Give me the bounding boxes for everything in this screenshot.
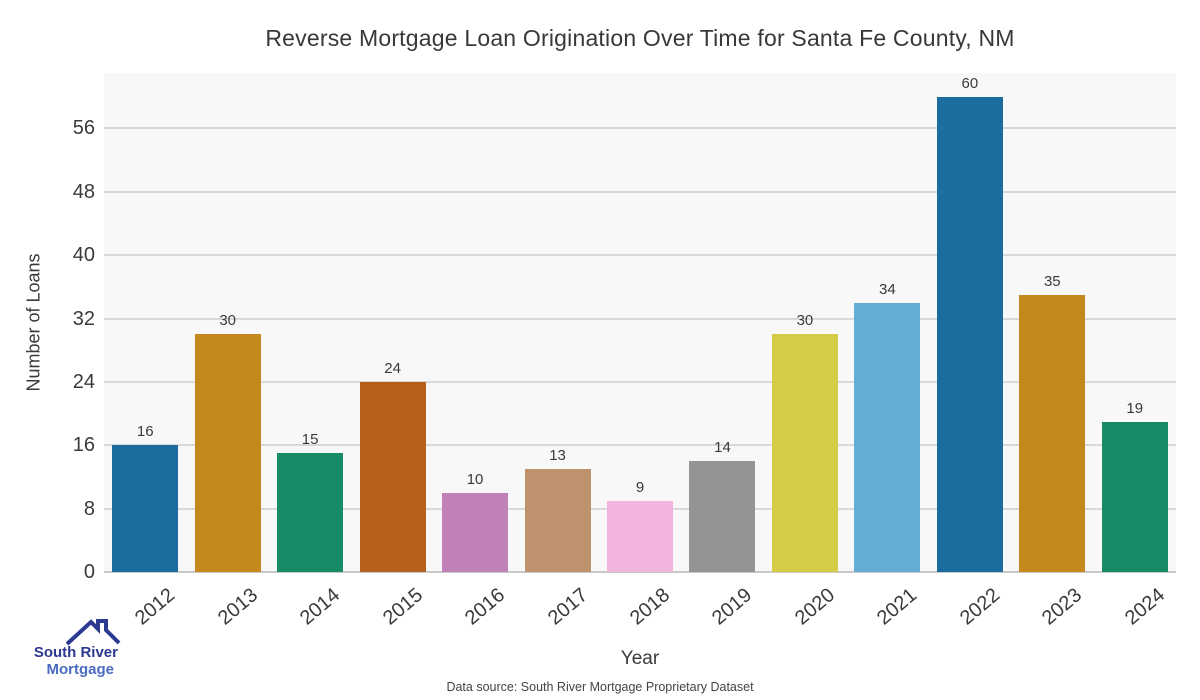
gridline-y16 [104,444,1176,447]
gridline-y32 [104,317,1176,320]
bar-2014 [277,453,344,572]
gridline-y40 [104,254,1176,257]
bar-2018 [607,500,673,572]
bar-2012 [112,445,179,572]
x-axis-line [104,571,1176,573]
bar-value-label-2018: 9 [635,478,645,496]
bar-2022 [936,96,1003,572]
gridline-y24 [104,380,1176,383]
bar-value-label-2023: 35 [1043,272,1061,290]
y-tick-label-16: 16 [72,434,95,457]
y-tick-label-48: 48 [72,180,95,203]
plot-area: 16 30 15 24 10 13 9 14 30 34 60 35 19 [104,73,1176,573]
bar-2016 [442,492,509,572]
bar-value-label-2015: 24 [384,359,401,377]
chart-title: Reverse Mortgage Loan Origination Over T… [265,25,1015,51]
bar-value-label-2016: 10 [466,470,484,488]
gridline-y56 [104,127,1176,130]
house-roof-icon [65,619,121,646]
y-tick-label-56: 56 [72,117,95,140]
logo-text-line1: South River [33,644,118,661]
x-axis-title: Year [620,648,660,669]
bar-value-label-2019: 14 [714,439,731,457]
y-tick-label-40: 40 [72,244,95,267]
bar-value-label-2024: 19 [1126,399,1144,417]
bar-value-label-2013: 30 [219,312,237,330]
company-logo: South River Mortgage [18,618,138,678]
bar-value-label-2017: 13 [549,447,566,465]
bar-value-label-2021: 34 [879,280,896,298]
bar-value-label-2020: 30 [796,312,814,330]
bar-2024 [1101,421,1168,572]
bar-2023 [1019,294,1086,572]
bar-2015 [359,381,426,572]
y-tick-label-32: 32 [72,307,95,330]
bar-value-label-2022: 60 [961,74,979,92]
y-tick-label-0: 0 [83,561,95,583]
y-axis-title: Number of Loans [23,253,44,392]
bar-2020 [771,334,838,572]
bar-2013 [194,334,261,572]
bar-value-label-2012: 16 [136,423,154,441]
data-source-note: Data source: South River Mortgage Propri… [446,680,754,694]
logo-text-line2: Mortgage [46,661,115,678]
y-tick-label-24: 24 [72,370,95,393]
bar-2019 [689,461,756,572]
bar-2021 [854,302,921,572]
bar-2017 [524,469,591,572]
gridline-y48 [104,190,1176,193]
bar-value-label-2014: 15 [301,431,319,449]
y-tick-label-8: 8 [83,497,95,520]
